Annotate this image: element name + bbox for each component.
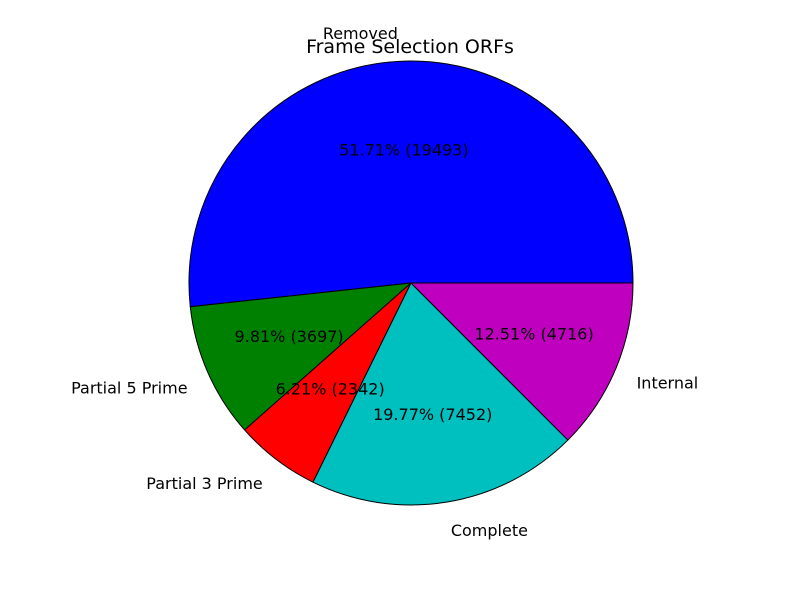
pie-pct-label-complete: 19.77% (7452) (373, 405, 492, 424)
pie-category-label-partial-3-prime: Partial 3 Prime (146, 474, 262, 493)
pie-slice-removed (188, 60, 634, 308)
pie-category-label-partial-5-prime: Partial 5 Prime (71, 379, 187, 398)
pie-slice-internal (410, 282, 634, 441)
pie-slice-partial-5-prime (189, 282, 412, 431)
pie-pct-label-internal: 12.51% (4716) (474, 325, 593, 344)
pie-labels: 51.71% (19493) Removed 9.81% (3697) Partial… (71, 24, 698, 540)
pie-slice-complete (312, 282, 569, 506)
pie-pct-label-partial-5-prime: 9.81% (3697) (235, 327, 344, 346)
pie-pct-label-partial-3-prime: 6.21% (2342) (276, 379, 385, 398)
pie-slices (188, 60, 634, 506)
chart-title: Frame Selection ORFs (306, 36, 514, 58)
pie-category-label-removed: Removed (323, 24, 398, 43)
pie-pct-label-removed: 51.71% (19493) (339, 140, 468, 159)
pie-category-label-internal: Internal (637, 374, 699, 393)
pie-category-label-complete: Complete (451, 521, 528, 540)
